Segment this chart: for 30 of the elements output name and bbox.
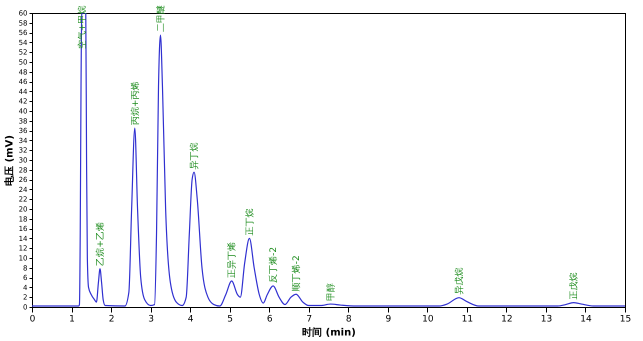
annotation: 顺丁烯-2 [291, 255, 302, 292]
x-tick-label: 11 [462, 314, 474, 324]
x-tick-label: 6 [266, 314, 273, 324]
annotation: 正戊烷 [568, 272, 580, 300]
x-axis-title: 时间 (min) [302, 326, 356, 338]
annotation: 正异丁烯 [226, 242, 238, 278]
x-tick-label: 8 [346, 314, 352, 324]
x-tick-label: 1 [69, 314, 75, 324]
annotation: 异戊烷 [454, 268, 465, 295]
annotation: 空气+甲烷 [76, 6, 88, 50]
x-tick-label: 4 [188, 314, 194, 324]
x-tick-label: 10 [422, 314, 434, 324]
annotation: 丙烷+丙烯 [130, 82, 141, 126]
annotation: 正丁烷 [244, 208, 256, 236]
x-tick-label: 15 [620, 314, 632, 324]
annotation: 异丁烷 [189, 142, 200, 170]
annotation: 甲醇 [325, 283, 336, 302]
annotation: 反丁烯-2 [268, 246, 280, 283]
x-tick-label: 5 [227, 314, 234, 324]
x-tick-label: 7 [306, 314, 312, 324]
x-tick-label: 9 [385, 314, 392, 324]
x-tick-label: 12 [501, 314, 513, 324]
x-tick-label: 3 [148, 314, 154, 324]
x-tick-label: 13 [540, 314, 552, 324]
x-tick-label: 2 [108, 314, 114, 324]
annotation: 乙烷+乙烯 [94, 222, 106, 266]
annotation: 二甲醚 [155, 5, 166, 32]
x-tick-label: 0 [30, 314, 36, 324]
y-axis-title: 电压 (mV) [4, 135, 16, 186]
x-tick-label: 14 [580, 314, 592, 324]
